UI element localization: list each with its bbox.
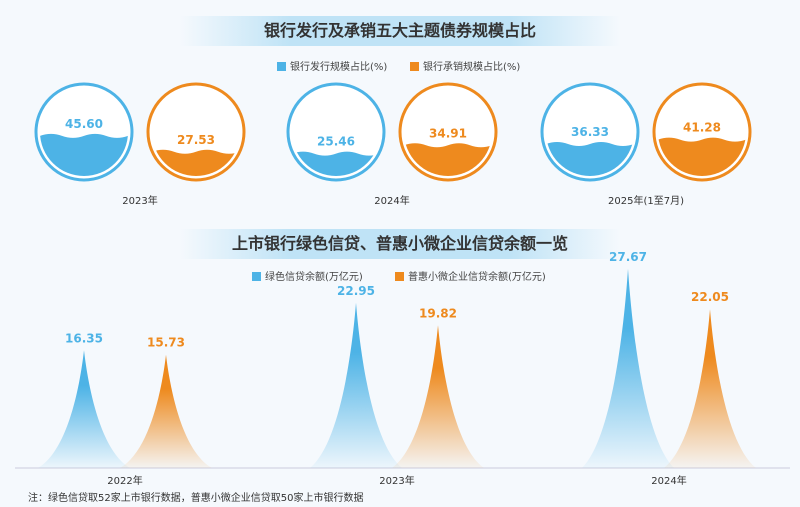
legend-swatch-blue bbox=[277, 62, 286, 71]
legend-label: 银行发行规模占比(%) bbox=[290, 62, 388, 73]
gauge-fill bbox=[404, 143, 492, 176]
legend-swatch-orange bbox=[395, 272, 404, 281]
gauge-fill bbox=[152, 149, 240, 176]
legend-label: 普惠小微企业信贷余额(万亿元) bbox=[408, 272, 546, 283]
peak-bar bbox=[392, 325, 484, 468]
legend-swatch-orange bbox=[410, 62, 419, 71]
legend-underwrite: 银行承销规模占比(%) bbox=[410, 58, 520, 73]
year-label: 2023年 bbox=[122, 194, 157, 207]
year-label: 2024年 bbox=[374, 194, 409, 207]
gauge-fill bbox=[292, 151, 380, 176]
legend-swatch-blue bbox=[252, 272, 261, 281]
chart1-title: 银行发行及承销五大主题债券规模占比 bbox=[180, 16, 620, 46]
peak-bar bbox=[38, 350, 130, 468]
year-label: 2024年 bbox=[651, 474, 686, 487]
value-label: 41.28 bbox=[683, 121, 721, 135]
year-label: 2025年(1至7月) bbox=[608, 194, 684, 207]
legend-label: 银行承销规模占比(%) bbox=[423, 62, 521, 73]
value-label: 27.53 bbox=[177, 133, 215, 147]
peak-bar bbox=[582, 268, 674, 468]
chart2-title: 上市银行绿色信贷、普惠小微企业信贷余额一览 bbox=[180, 229, 620, 259]
gauge-fill bbox=[546, 142, 634, 176]
peak-bar bbox=[120, 354, 212, 468]
value-label: 16.35 bbox=[65, 331, 103, 345]
gauge-fill bbox=[40, 133, 128, 176]
value-label: 19.82 bbox=[419, 306, 457, 320]
footnote: 注：绿色信贷取52家上市银行数据，普惠小微企业信贷取50家上市银行数据 bbox=[28, 493, 364, 504]
value-label: 15.73 bbox=[147, 336, 185, 350]
value-label: 22.05 bbox=[691, 290, 729, 304]
legend-inclusive: 普惠小微企业信贷余额(万亿元) bbox=[395, 268, 546, 283]
legend-issue: 银行发行规模占比(%) bbox=[277, 58, 387, 73]
gauge-fill bbox=[658, 137, 746, 176]
value-label: 34.91 bbox=[429, 126, 467, 140]
year-label: 2022年 bbox=[107, 474, 142, 487]
value-label: 36.33 bbox=[571, 125, 609, 139]
peak-bar bbox=[664, 309, 756, 468]
value-label: 45.60 bbox=[65, 117, 103, 131]
peak-bar bbox=[310, 302, 402, 468]
year-label: 2023年 bbox=[379, 474, 414, 487]
legend-label: 绿色信贷余额(万亿元) bbox=[265, 272, 363, 283]
value-label: 25.46 bbox=[317, 135, 355, 149]
legend-green: 绿色信贷余额(万亿元) bbox=[252, 268, 363, 283]
value-label: 22.95 bbox=[337, 284, 375, 298]
